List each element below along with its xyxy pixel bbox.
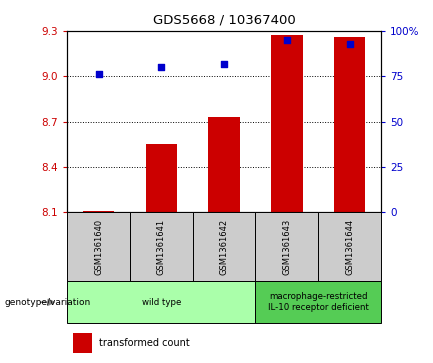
Point [95, 72, 102, 77]
Bar [67, 212, 130, 281]
Text: GSM1361644: GSM1361644 [345, 219, 354, 275]
Bar [145, 144, 177, 212]
Text: GSM1361640: GSM1361640 [94, 219, 103, 275]
Bar [334, 37, 365, 212]
Text: wild type: wild type [142, 298, 181, 307]
Bar [130, 212, 193, 281]
Bar [83, 211, 114, 212]
Text: transformed count: transformed count [98, 338, 189, 348]
Bar [271, 35, 303, 212]
Bar [255, 281, 381, 323]
Point [346, 41, 353, 46]
Text: macrophage-restricted
IL-10 receptor deficient: macrophage-restricted IL-10 receptor def… [268, 293, 368, 312]
Bar [208, 117, 240, 212]
Bar [67, 281, 255, 323]
Text: GSM1361641: GSM1361641 [157, 219, 166, 275]
Title: GDS5668 / 10367400: GDS5668 / 10367400 [153, 14, 295, 27]
Point [283, 37, 290, 43]
Text: GSM1361642: GSM1361642 [220, 219, 229, 275]
Bar [318, 212, 381, 281]
Bar [255, 212, 318, 281]
Point [221, 61, 228, 66]
Bar [193, 212, 255, 281]
Point [158, 64, 165, 70]
Text: genotype/variation: genotype/variation [4, 298, 90, 307]
Text: GSM1361643: GSM1361643 [282, 219, 291, 275]
Bar [73, 333, 92, 353]
